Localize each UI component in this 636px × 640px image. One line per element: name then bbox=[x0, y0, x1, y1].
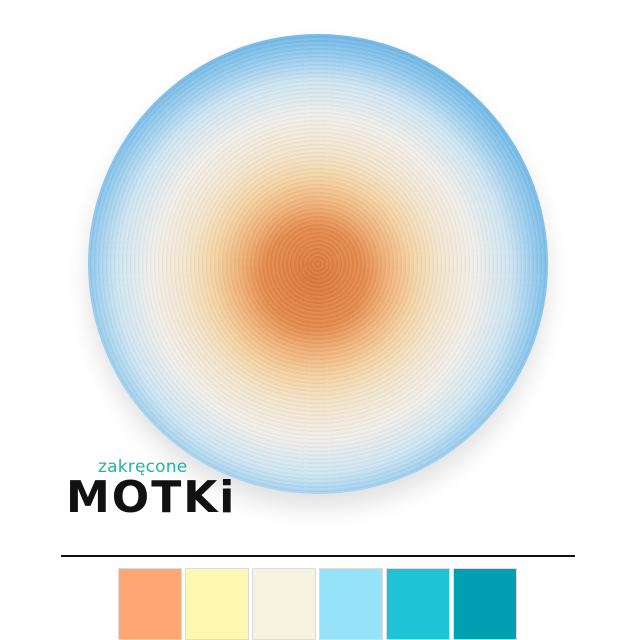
color-swatch bbox=[453, 568, 517, 640]
color-swatch bbox=[118, 568, 182, 640]
yarn-cake-image bbox=[88, 34, 548, 494]
logo-subtitle: zakręcone bbox=[98, 457, 188, 477]
color-swatch bbox=[386, 568, 450, 640]
color-swatch bbox=[185, 568, 249, 640]
color-swatch bbox=[319, 568, 383, 640]
logo-title: MOTKi bbox=[66, 472, 237, 523]
color-swatch bbox=[252, 568, 316, 640]
divider bbox=[61, 555, 575, 557]
